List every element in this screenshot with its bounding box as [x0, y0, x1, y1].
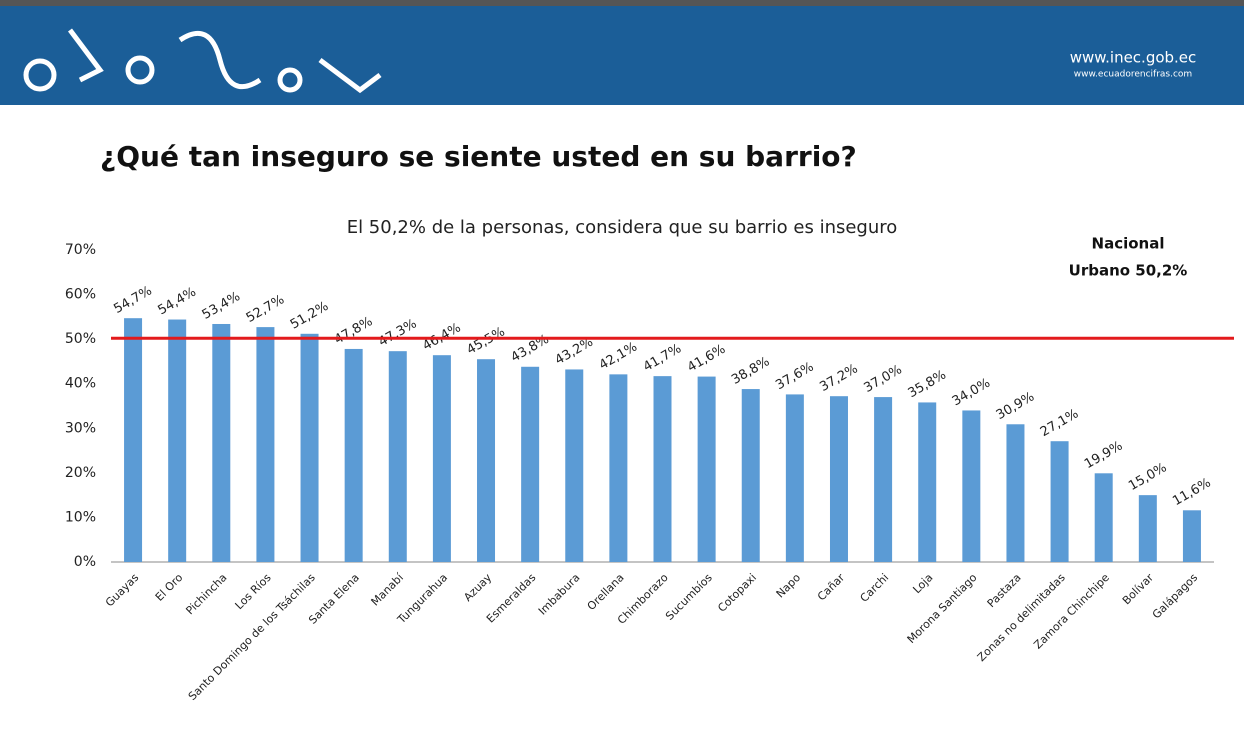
x-tick-label: Pastaza — [985, 571, 1024, 610]
y-tick-label: 50% — [65, 331, 96, 347]
x-tick-label: Pichincha — [183, 571, 229, 617]
site-url-secondary: www.ecuadorencifras.com — [1074, 70, 1192, 80]
page: www.inec.gob.ec www.ecuadorencifras.com … — [0, 0, 1244, 734]
slide: www.inec.gob.ec www.ecuadorencifras.com … — [0, 0, 1244, 734]
bar — [654, 376, 672, 562]
bar — [786, 394, 804, 562]
x-tick-label: Galápagos — [1150, 571, 1201, 622]
bar — [1183, 510, 1201, 562]
value-label: 45,5% — [464, 324, 507, 358]
value-label: 19,9% — [1082, 438, 1125, 472]
value-label: 35,8% — [906, 368, 949, 402]
site-url: www.inec.gob.ec — [1070, 49, 1197, 67]
chart-title: El 50,2% de la personas, considera que s… — [347, 217, 898, 238]
x-tick-label: Zamora Chinchipe — [1031, 571, 1112, 652]
value-label: 15,0% — [1126, 460, 1169, 494]
value-label: 30,9% — [994, 389, 1037, 423]
value-label: 51,2% — [288, 299, 331, 333]
bar — [1139, 495, 1157, 562]
reference-label: Nacional — [1092, 235, 1165, 253]
bar — [918, 402, 936, 562]
reference-label: Urbano 50,2% — [1069, 262, 1188, 280]
bar — [1095, 473, 1113, 562]
banner-stripe — [0, 0, 1244, 6]
bar — [124, 318, 142, 562]
bar — [1006, 424, 1024, 562]
x-tick-label: Imbabura — [536, 571, 583, 618]
y-tick-label: 60% — [65, 287, 96, 303]
x-tick-label: Guayas — [103, 571, 142, 610]
x-tick-label: Manabí — [369, 570, 407, 608]
x-tick-label: Carchi — [858, 571, 892, 605]
x-tick-label: Loja — [910, 571, 935, 596]
value-label: 41,6% — [685, 342, 728, 376]
page-title: ¿Qué tan inseguro se siente usted en su … — [100, 140, 857, 173]
y-tick-label: 70% — [65, 242, 96, 258]
value-label: 27,1% — [1038, 406, 1081, 440]
x-tick-label: El Oro — [153, 571, 186, 604]
bar — [256, 327, 274, 562]
bar — [565, 369, 583, 562]
bar — [345, 349, 363, 562]
bar — [698, 377, 716, 562]
value-label: 41,7% — [641, 341, 684, 375]
x-tick-label: Sucumbíos — [663, 571, 715, 623]
y-tick-label: 40% — [65, 376, 96, 392]
x-tick-label: Cañar — [815, 571, 848, 604]
value-label: 37,2% — [817, 361, 860, 395]
value-label: 11,6% — [1170, 475, 1213, 509]
x-tick-label: Zonas no delimitadas — [975, 571, 1068, 664]
bar — [874, 397, 892, 562]
banner — [0, 0, 1244, 105]
bar — [962, 410, 980, 562]
value-label: 34,0% — [950, 376, 993, 410]
value-label: 42,1% — [597, 340, 640, 374]
y-tick-label: 10% — [65, 509, 96, 525]
bar — [742, 389, 760, 562]
value-label: 52,7% — [244, 292, 287, 326]
value-label: 38,8% — [729, 354, 772, 388]
bar — [212, 324, 230, 562]
y-tick-label: 30% — [65, 420, 96, 436]
y-tick-label: 0% — [74, 554, 96, 570]
bar — [609, 374, 627, 562]
x-tick-label: Orellana — [585, 571, 627, 613]
value-label: 54,4% — [156, 285, 199, 319]
bar — [301, 334, 319, 562]
bar — [830, 396, 848, 562]
x-tick-label: Cotopaxi — [715, 571, 759, 615]
x-tick-label: Napo — [774, 571, 804, 601]
bar — [389, 351, 407, 562]
y-tick-label: 20% — [65, 465, 96, 481]
value-label: 47,3% — [376, 316, 419, 350]
x-tick-label: Bolívar — [1120, 571, 1157, 608]
bar — [477, 359, 495, 562]
bar — [433, 355, 451, 562]
bar — [168, 320, 186, 562]
value-label: 47,8% — [332, 314, 375, 348]
value-label: 37,6% — [773, 360, 816, 394]
bar — [521, 367, 539, 562]
x-tick-label: Los Ríos — [233, 571, 274, 612]
bar — [1051, 441, 1069, 562]
value-label: 37,0% — [861, 362, 904, 396]
value-label: 54,7% — [111, 283, 154, 317]
value-label: 53,4% — [200, 289, 243, 323]
x-tick-label: Azuay — [461, 571, 494, 604]
